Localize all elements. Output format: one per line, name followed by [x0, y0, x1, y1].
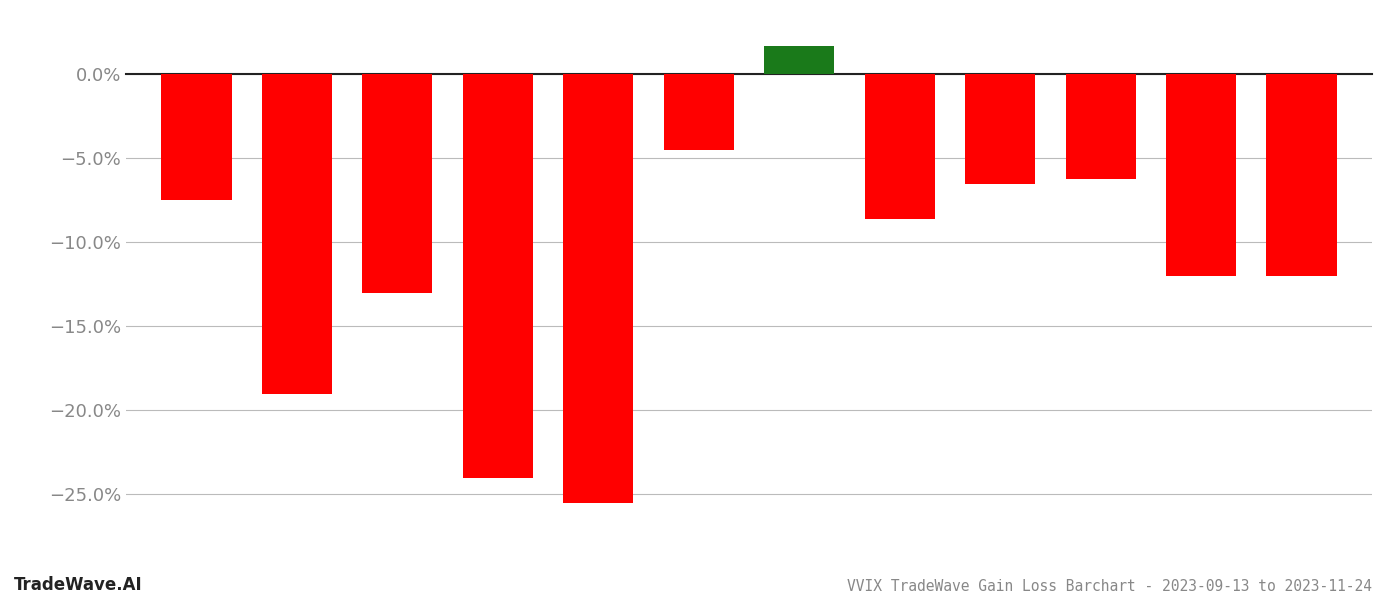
Bar	[664, 74, 734, 150]
Bar	[1065, 74, 1135, 179]
Text: VVIX TradeWave Gain Loss Barchart - 2023-09-13 to 2023-11-24: VVIX TradeWave Gain Loss Barchart - 2023…	[847, 579, 1372, 594]
Bar	[363, 74, 433, 293]
Bar	[462, 74, 533, 478]
Bar	[161, 74, 231, 200]
Bar	[865, 74, 935, 219]
Bar	[965, 74, 1036, 184]
Bar	[1166, 74, 1236, 276]
Bar	[262, 74, 332, 394]
Bar	[563, 74, 633, 503]
Bar	[1267, 74, 1337, 276]
Text: TradeWave.AI: TradeWave.AI	[14, 576, 143, 594]
Bar	[764, 46, 834, 74]
